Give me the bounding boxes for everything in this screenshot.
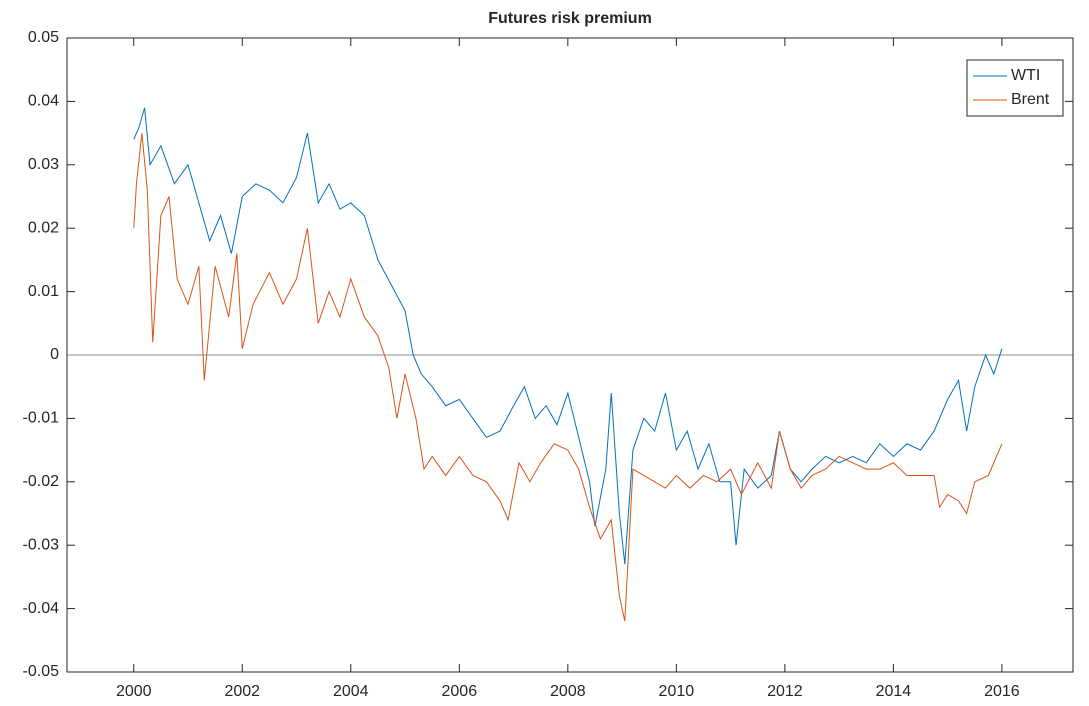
legend-label: WTI <box>1011 67 1040 84</box>
x-tick-label: 2016 <box>984 683 1020 700</box>
legend-box <box>966 59 1064 117</box>
x-tick-label: 2010 <box>659 683 695 700</box>
y-tick-label: 0.02 <box>28 219 59 236</box>
x-tick-label: 2000 <box>116 683 152 700</box>
x-tick-label: 2006 <box>442 683 478 700</box>
y-tick-label: 0.01 <box>28 283 59 300</box>
data-line <box>133 133 1003 622</box>
x-tick-label: 2012 <box>767 683 803 700</box>
x-tick-label: 2004 <box>333 683 369 700</box>
data-line <box>133 107 1003 565</box>
x-tick-label: 2002 <box>224 683 260 700</box>
legend-label: Brent <box>1011 91 1050 108</box>
x-tick-label: 2014 <box>876 683 912 700</box>
y-tick-label: 0.05 <box>28 29 59 46</box>
y-tick-label: -0.04 <box>23 600 60 617</box>
axes-box <box>66 37 1074 673</box>
x-tick-label: 2008 <box>550 683 586 700</box>
y-tick-label: 0.04 <box>28 93 59 110</box>
chart-title: Futures risk premium <box>488 10 652 27</box>
y-tick-label: -0.05 <box>23 663 60 680</box>
y-tick-label: -0.02 <box>23 473 60 490</box>
y-tick-label: -0.01 <box>23 410 60 427</box>
y-tick-label: 0 <box>50 346 59 363</box>
y-tick-label: 0.03 <box>28 156 59 173</box>
y-tick-label: -0.03 <box>23 536 60 553</box>
